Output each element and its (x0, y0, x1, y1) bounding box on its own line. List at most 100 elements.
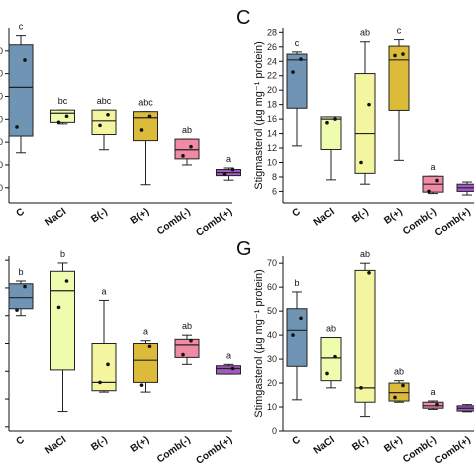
significance-label: c (19, 22, 24, 32)
box-C: b (286, 278, 308, 401)
data-point (325, 371, 329, 376)
box-body (91, 343, 117, 392)
data-point (56, 120, 61, 125)
data-point (393, 53, 397, 58)
box-Comb(-): a (422, 387, 444, 410)
box-Comb(+): a (216, 350, 241, 375)
significance-label: abc (97, 96, 112, 106)
data-point (299, 57, 303, 61)
panel-label: G (236, 238, 252, 260)
y-tick-label: 6 (272, 186, 277, 196)
data-point (291, 333, 295, 337)
y-tick-label: 0 (0, 69, 3, 79)
box-body (174, 338, 200, 358)
category-label: B(-) (89, 206, 109, 225)
box-body (91, 109, 117, 136)
data-point (64, 114, 69, 119)
y-tick-label: 26 (267, 42, 277, 52)
data-point (139, 128, 144, 132)
significance-label: a (101, 286, 106, 296)
significance-label: bc (58, 96, 68, 106)
y-tick-label: 0 (0, 46, 3, 56)
category-label: B(-) (89, 434, 109, 453)
box-B(+): c (388, 26, 410, 161)
box-Comb(-): a (422, 162, 444, 195)
significance-label: a (430, 162, 435, 172)
y-tick-label: 70 (267, 258, 277, 268)
box-body (133, 343, 158, 383)
y-tick-label: 0 (0, 114, 3, 124)
category-label: C (290, 206, 302, 219)
data-point (333, 354, 337, 359)
y-tick-label: 24 (267, 56, 277, 66)
y-tick-label: 12 (267, 143, 277, 153)
data-point (147, 114, 152, 119)
significance-label: ab (182, 125, 192, 135)
panel-0: 0 0 0 0 0 0 0 c Cbc NaCl abc B(-) abc B(+) ab Comb(-) a C… (0, 22, 241, 239)
box-B(-): ab (354, 28, 376, 185)
box-C: c (8, 22, 34, 154)
significance-label: b (294, 278, 299, 288)
data-point (98, 123, 102, 128)
significance-label: ab (182, 321, 192, 331)
box-B(+): ab (388, 367, 410, 403)
category-label: Comb(-) (401, 206, 439, 237)
y-axis-label: Stigmasterol (µg mg⁻¹ protein) (253, 41, 265, 189)
category-label: NaCl (43, 434, 68, 456)
significance-label: ab (360, 28, 370, 38)
y-tick-label: 8 (272, 172, 277, 182)
data-point (435, 178, 439, 183)
y-tick-label: 22 (267, 71, 277, 81)
category-label: Comb(+) (194, 434, 234, 466)
category-label: NaCl (43, 206, 68, 228)
y-tick-label: 16 (267, 114, 277, 124)
box-B(+): a (133, 327, 158, 393)
y-tick-label: 50 (267, 306, 277, 316)
data-point (401, 383, 405, 388)
significance-label: a (143, 327, 148, 337)
box-Comb(-): ab (174, 125, 200, 166)
panel-label: C (236, 7, 250, 29)
data-point (427, 189, 431, 194)
data-point (291, 70, 295, 74)
data-point (181, 352, 185, 357)
data-point (147, 344, 152, 349)
box-body (50, 109, 75, 123)
y-tick-label: 0 (0, 183, 3, 193)
box-body (388, 45, 410, 111)
y-tick-label: 30 (267, 354, 277, 364)
box-NaCl: bc (50, 96, 75, 125)
significance-label: b (60, 249, 65, 259)
data-point (98, 380, 102, 385)
box-NaCl: ab (320, 324, 342, 389)
data-point (435, 402, 439, 407)
data-point (181, 154, 185, 158)
data-point (359, 160, 363, 165)
category-label: C (290, 434, 302, 447)
y-tick-label: 40 (267, 330, 277, 340)
box-body (133, 111, 158, 142)
box-B(-): ab (354, 249, 376, 418)
data-point (393, 395, 397, 400)
significance-label: ab (326, 324, 336, 334)
category-label: Comb(+) (194, 206, 234, 238)
category-label: NaCl (312, 206, 337, 228)
data-point (367, 270, 371, 275)
category-label: B(+) (382, 434, 404, 454)
data-point (106, 112, 110, 117)
box-body (320, 116, 342, 150)
y-tick-label: 0 (0, 137, 3, 147)
significance-label: ab (360, 249, 370, 259)
data-point (333, 117, 337, 121)
significance-label: c (397, 26, 402, 36)
box-C: b (8, 267, 34, 317)
significance-label: abc (138, 98, 153, 108)
y-tick-label: 20 (267, 85, 277, 95)
y-tick-label: 60 (267, 282, 277, 292)
box-body (8, 283, 34, 310)
data-point (359, 386, 363, 390)
significance-label: a (226, 350, 231, 360)
data-point (299, 316, 303, 321)
